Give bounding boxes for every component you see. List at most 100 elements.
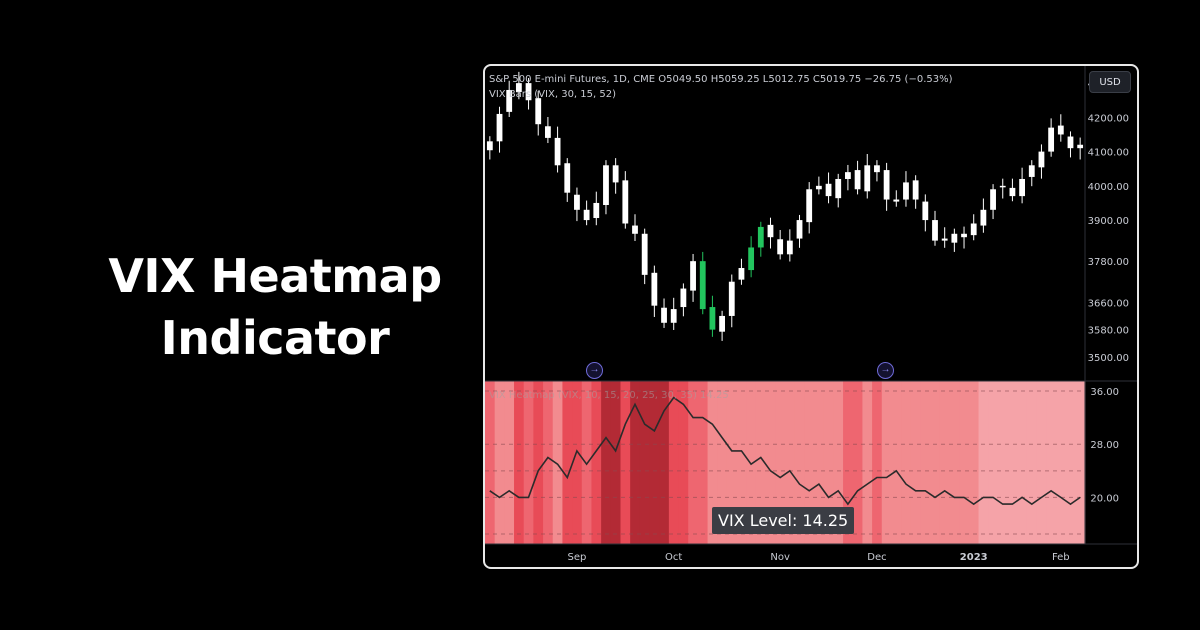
x-tick-label: Sep — [568, 552, 587, 563]
candle-body — [922, 201, 929, 221]
heatmap-band — [1065, 381, 1076, 544]
candle-body — [728, 281, 735, 316]
vix-line — [489, 396, 1081, 506]
heatmap-band — [726, 381, 738, 544]
candle-body — [903, 182, 909, 200]
price-tick-label: 3780.00 — [1088, 257, 1129, 268]
heatmap-band — [630, 381, 641, 544]
candle-body — [932, 220, 938, 241]
heatmap-band — [843, 381, 854, 544]
candle-body — [777, 239, 784, 255]
candle-body — [970, 223, 977, 236]
candle-body — [738, 268, 745, 280]
candle-body — [574, 194, 580, 210]
vix-tick-label: 28.00 — [1090, 440, 1119, 451]
go-to-realtime-icon[interactable]: → — [877, 362, 894, 379]
x-tick-label: Feb — [1052, 552, 1070, 563]
candle-body — [583, 209, 590, 221]
candle-body — [990, 189, 996, 210]
candle-body — [845, 172, 851, 179]
heatmap-band — [939, 381, 951, 544]
candle-body — [825, 183, 832, 197]
candle-body — [757, 226, 764, 248]
x-tick-label: Nov — [770, 552, 790, 563]
candle-body — [661, 307, 667, 323]
heatmap-band — [533, 381, 544, 544]
heatmap-band — [523, 381, 534, 544]
heatmap-band — [601, 381, 612, 544]
price-tick-label: 3900.00 — [1088, 216, 1129, 227]
candle-body — [525, 83, 532, 101]
heatmap-band — [504, 381, 515, 544]
candle-body — [1038, 151, 1045, 168]
heatmap-band — [1055, 381, 1067, 544]
hero-title-line1: VIX Heatmap — [108, 249, 442, 303]
candle-body — [603, 165, 609, 206]
heatmap-band — [891, 381, 902, 544]
price-legend: S&P 500 E-mini Futures, 1D, CME O5049.50… — [489, 74, 953, 85]
candle-body — [1077, 144, 1084, 149]
heatmap-band — [988, 381, 999, 544]
candle-body — [680, 288, 687, 308]
heatmap-band — [968, 381, 980, 544]
candle-body — [690, 261, 696, 291]
go-to-realtime-icon[interactable]: → — [586, 362, 603, 379]
x-tick-label: 2023 — [960, 552, 988, 563]
heatmap-band — [610, 381, 622, 544]
heatmap-band — [494, 381, 505, 544]
heatmap-band — [707, 381, 718, 544]
candle-body — [641, 233, 648, 275]
vix-bars-legend: VIX Bars (VIX, 30, 15, 52) — [489, 89, 616, 100]
price-tick-label: 4200.00 — [1088, 113, 1129, 124]
candle-body — [767, 224, 774, 238]
candle-body — [806, 189, 813, 223]
candle-body — [496, 113, 503, 142]
candle-body — [545, 126, 551, 138]
heatmap-band — [1046, 381, 1057, 544]
heatmap-band — [804, 381, 815, 544]
candle-body — [632, 225, 638, 234]
vix-tick-label: 36.00 — [1090, 387, 1119, 398]
heatmap-band — [755, 381, 767, 544]
heatmap-band — [1017, 381, 1028, 544]
heatmap-band — [659, 381, 670, 544]
vix-level-tooltip: VIX Level: 14.25 — [712, 507, 855, 534]
candle-body — [709, 307, 716, 330]
vix-heatmap-legend: VIX Heatmap (VIX, 10, 15, 20, 25, 30, 35… — [489, 390, 729, 401]
candle-body — [719, 315, 725, 332]
heatmap-band — [862, 381, 873, 544]
candle-body — [506, 89, 513, 112]
candle-body — [564, 163, 571, 193]
heatmap-band — [688, 381, 699, 544]
heatmap-band — [678, 381, 689, 544]
heatmap-band — [1026, 381, 1038, 544]
heatmap-band — [649, 381, 660, 544]
candle-body — [748, 247, 755, 271]
heatmap-band — [591, 381, 602, 544]
chart-panel: 4300.004200.004100.004000.003900.003780.… — [483, 64, 1139, 569]
heatmap-band — [920, 381, 931, 544]
vix-tick-label: 20.00 — [1090, 493, 1119, 504]
hero-title-line2: Indicator — [160, 311, 390, 365]
x-tick-label: Dec — [867, 552, 886, 563]
chart-canvas[interactable]: 4300.004200.004100.004000.003900.003780.… — [485, 66, 1137, 567]
heatmap-band — [572, 381, 583, 544]
candle-body — [1019, 178, 1025, 197]
candle-body — [699, 261, 706, 310]
heatmap-band — [1007, 381, 1018, 544]
heatmap-band — [746, 381, 757, 544]
currency-button[interactable]: USD — [1089, 71, 1131, 93]
heatmap-band — [717, 381, 728, 544]
candle-body — [796, 220, 803, 239]
heatmap-band — [697, 381, 709, 544]
heatmap-band — [543, 381, 554, 544]
candle-body — [864, 165, 871, 192]
heatmap-band — [785, 381, 796, 544]
candle-body — [670, 309, 677, 323]
heatmap-band — [872, 381, 883, 544]
candle-body — [1028, 165, 1035, 177]
heatmap-band — [881, 381, 893, 544]
candle-body — [874, 165, 880, 173]
candle-body — [651, 272, 658, 306]
candle-body — [1048, 127, 1055, 152]
